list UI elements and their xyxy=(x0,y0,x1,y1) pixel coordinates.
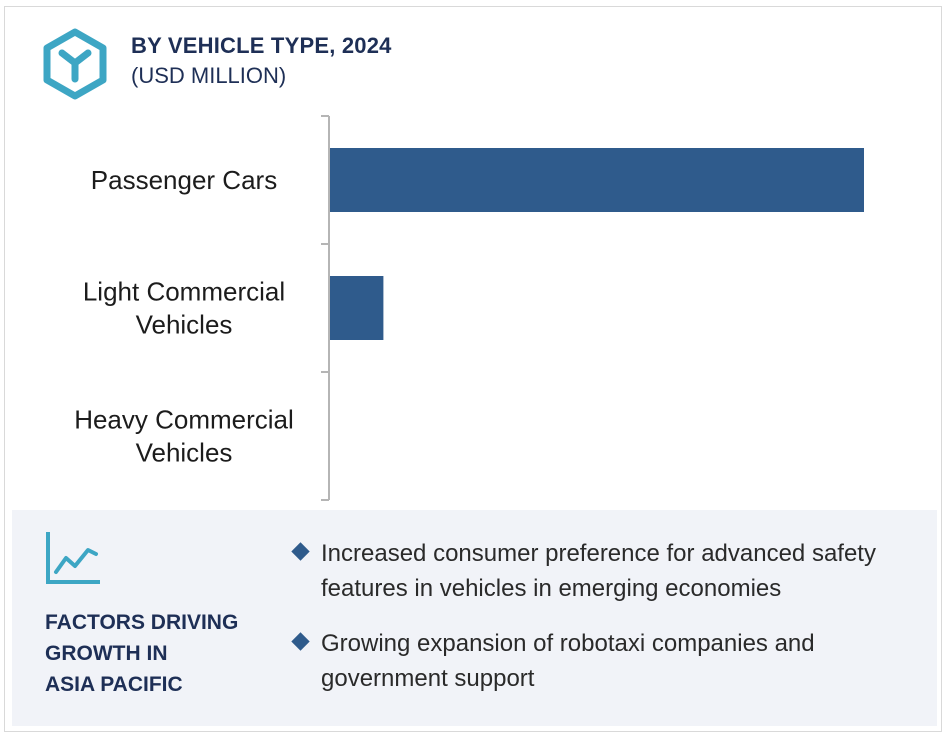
factors-panel: FACTORS DRIVING GROWTH IN ASIA PACIFIC I… xyxy=(12,510,937,726)
category-label: Heavy Commercial Vehicles xyxy=(74,405,294,468)
factor-item: Increased consumer preference for advanc… xyxy=(291,536,914,606)
bar-light-commercial-vehicles xyxy=(330,276,384,340)
factor-text: Increased consumer preference for advanc… xyxy=(321,540,876,602)
chart-subtitle: (USD MILLION) xyxy=(131,63,287,88)
category-label: Passenger Cars xyxy=(91,165,277,195)
factors-heading-line: FACTORS DRIVING xyxy=(45,611,239,634)
factors-heading-line: ASIA PACIFIC xyxy=(45,673,183,696)
factor-text: Growing expansion of robotaxi companies … xyxy=(321,630,815,692)
factors-heading-line: GROWTH IN xyxy=(45,642,168,665)
chart-title: BY VEHICLE TYPE, 2024 xyxy=(131,33,392,58)
trend-line-icon xyxy=(46,532,100,584)
factors-heading: FACTORS DRIVING GROWTH IN ASIA PACIFIC xyxy=(45,607,238,700)
category-label-line: Vehicles xyxy=(136,438,233,468)
category-label-line: Light Commercial xyxy=(83,277,285,307)
category-label-line: Vehicles xyxy=(136,310,233,340)
category-label-line: Heavy Commercial xyxy=(74,405,294,435)
category-label-line: Passenger Cars xyxy=(91,165,277,195)
diamond-bullet-icon xyxy=(291,632,310,651)
factor-item: Growing expansion of robotaxi companies … xyxy=(291,626,914,696)
diamond-bullet-icon xyxy=(291,542,310,561)
category-label: Light Commercial Vehicles xyxy=(83,277,285,340)
bar-passenger-cars xyxy=(330,148,864,212)
hexagon-y-logo-icon xyxy=(43,28,107,100)
